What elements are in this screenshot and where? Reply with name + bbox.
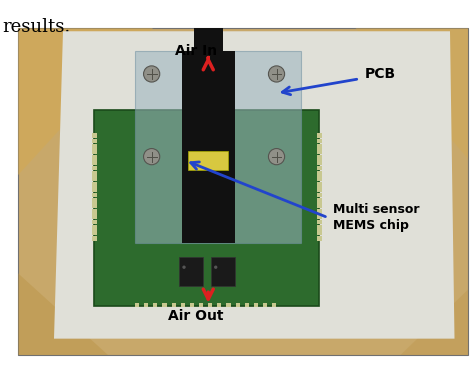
Bar	[92, 214, 97, 219]
Bar	[236, 303, 240, 307]
Circle shape	[182, 265, 186, 269]
Bar	[182, 51, 235, 243]
Text: Air Out: Air Out	[168, 309, 224, 323]
Bar	[92, 160, 97, 165]
Bar	[144, 303, 148, 307]
Bar	[254, 303, 258, 307]
Bar	[317, 155, 322, 160]
Bar	[263, 303, 267, 307]
Circle shape	[268, 66, 284, 82]
Bar	[217, 303, 221, 307]
Bar	[179, 257, 203, 286]
Bar	[92, 193, 97, 197]
Bar	[92, 187, 97, 192]
Circle shape	[268, 149, 284, 165]
Bar	[172, 303, 176, 307]
Bar	[199, 303, 203, 307]
Bar	[317, 220, 322, 224]
Polygon shape	[54, 31, 455, 339]
Bar	[317, 209, 322, 214]
Polygon shape	[356, 28, 468, 159]
Bar	[317, 236, 322, 241]
Bar	[135, 303, 139, 307]
Bar	[92, 203, 97, 208]
Bar	[317, 214, 322, 219]
Bar	[317, 166, 322, 170]
Bar	[317, 171, 322, 176]
Bar	[317, 225, 322, 230]
Text: PCB: PCB	[365, 67, 396, 81]
Bar	[92, 171, 97, 176]
Bar	[317, 133, 322, 138]
Bar	[227, 303, 230, 307]
Bar	[92, 133, 97, 138]
Polygon shape	[401, 289, 468, 355]
Bar	[317, 139, 322, 143]
Bar	[92, 139, 97, 143]
Text: Air In: Air In	[175, 44, 217, 58]
Bar	[92, 150, 97, 154]
Circle shape	[214, 265, 218, 269]
Bar	[94, 110, 319, 306]
Bar	[92, 230, 97, 235]
Bar	[163, 303, 166, 307]
Bar	[18, 28, 468, 355]
Bar	[317, 176, 322, 181]
Bar	[245, 303, 249, 307]
Bar	[317, 203, 322, 208]
Text: Multi sensor
MEMS chip: Multi sensor MEMS chip	[333, 203, 419, 232]
Bar	[317, 187, 322, 192]
Bar	[153, 303, 157, 307]
Text: results.: results.	[2, 18, 70, 36]
Bar	[92, 225, 97, 230]
Bar	[92, 198, 97, 203]
Bar	[92, 236, 97, 241]
Circle shape	[144, 149, 160, 165]
Bar	[92, 155, 97, 160]
Bar	[317, 198, 322, 203]
Polygon shape	[18, 28, 153, 175]
Circle shape	[144, 66, 160, 82]
Bar	[181, 303, 185, 307]
Bar	[317, 182, 322, 187]
Bar	[317, 230, 322, 235]
Bar	[92, 209, 97, 214]
Bar	[211, 257, 235, 286]
Bar	[317, 150, 322, 154]
Bar	[190, 303, 194, 307]
Bar	[188, 151, 228, 170]
Polygon shape	[18, 273, 108, 355]
Bar	[92, 176, 97, 181]
Bar	[92, 182, 97, 187]
Bar	[272, 303, 276, 307]
Bar	[92, 144, 97, 149]
Bar	[317, 193, 322, 197]
Bar	[92, 220, 97, 224]
Bar	[208, 303, 212, 307]
Bar	[317, 160, 322, 165]
Bar	[317, 144, 322, 149]
Bar	[193, 28, 223, 56]
Bar	[92, 166, 97, 170]
Bar	[135, 51, 301, 243]
